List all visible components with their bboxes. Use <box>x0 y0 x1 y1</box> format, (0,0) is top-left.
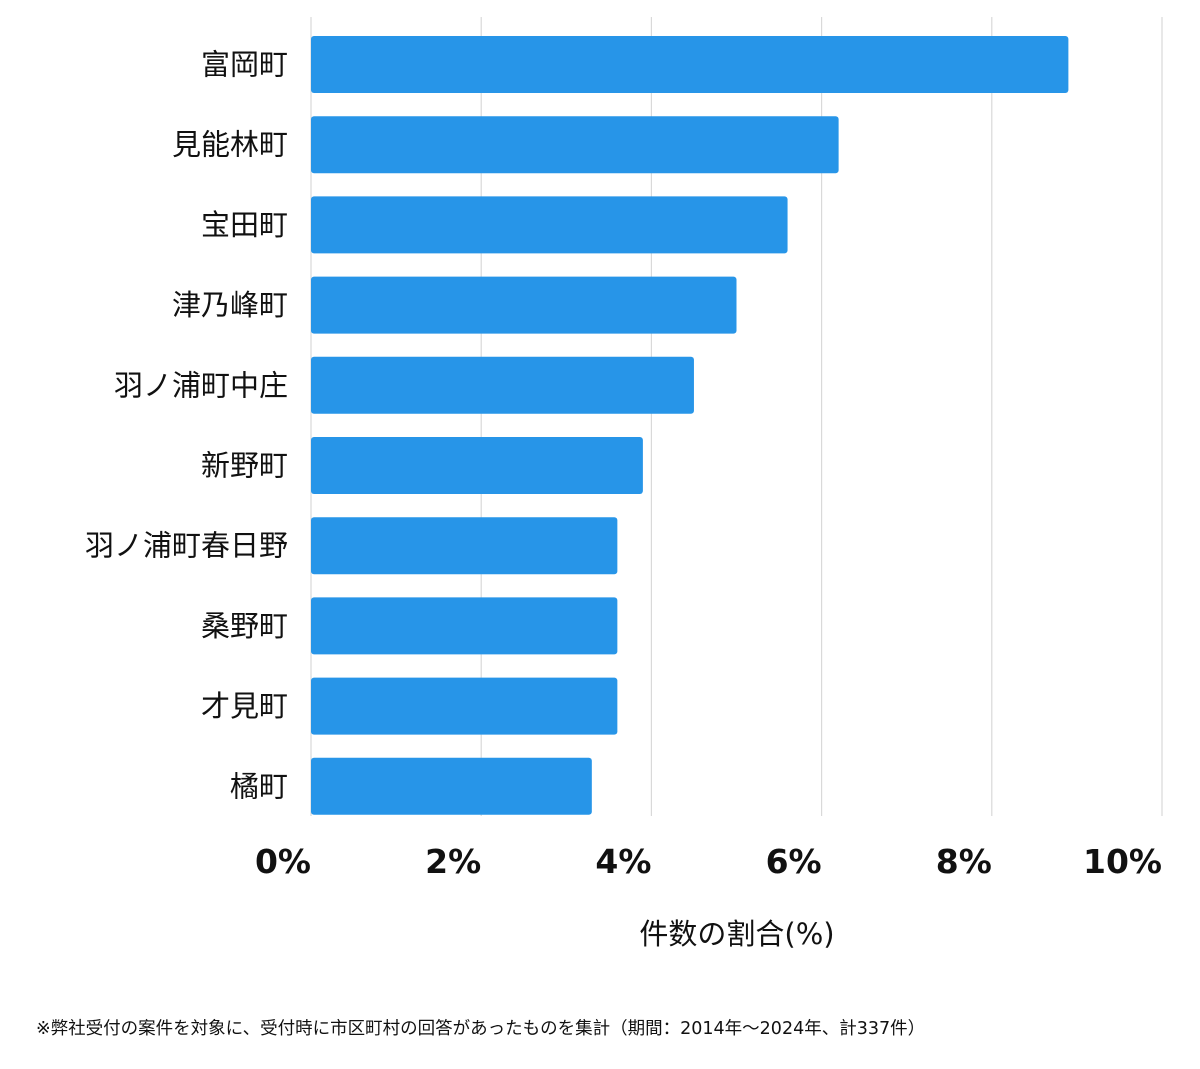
x-tick-label: 6% <box>766 842 822 881</box>
bar <box>311 677 618 735</box>
x-tick-label: 0% <box>255 842 311 881</box>
category-label: 桑野町 <box>201 609 288 643</box>
category-label: 宝田町 <box>201 208 288 242</box>
x-tick-label: 8% <box>936 842 992 881</box>
bar <box>311 757 592 815</box>
bar <box>311 597 618 655</box>
category-label: 見能林町 <box>172 128 288 162</box>
category-label: 羽ノ浦町中庄 <box>114 368 288 402</box>
bar <box>311 196 788 254</box>
bars <box>311 36 1069 815</box>
category-label: 富岡町 <box>201 48 288 82</box>
x-tick-label: 10% <box>1083 842 1162 881</box>
bar <box>311 116 839 174</box>
bar <box>311 276 737 334</box>
x-axis-title: 件数の割合(%) <box>639 917 834 951</box>
footnote: ※弊社受付の案件を対象に、受付時に市区町村の回答があったものを集計（期間：201… <box>36 1019 926 1039</box>
bar <box>311 517 618 575</box>
x-tick-label: 4% <box>595 842 651 881</box>
bar <box>311 437 643 494</box>
category-label: 津乃峰町 <box>172 288 288 322</box>
category-label: 橘町 <box>230 769 288 803</box>
x-tick-label: 2% <box>425 842 481 881</box>
category-label: 羽ノ浦町春日野 <box>85 529 288 563</box>
category-label: 新野町 <box>201 449 288 483</box>
category-label: 才見町 <box>201 689 288 723</box>
bar <box>311 356 694 414</box>
bar <box>311 36 1069 93</box>
x-tick-labels: 0% 2% 4% 6% 8% 10% <box>255 842 1162 881</box>
